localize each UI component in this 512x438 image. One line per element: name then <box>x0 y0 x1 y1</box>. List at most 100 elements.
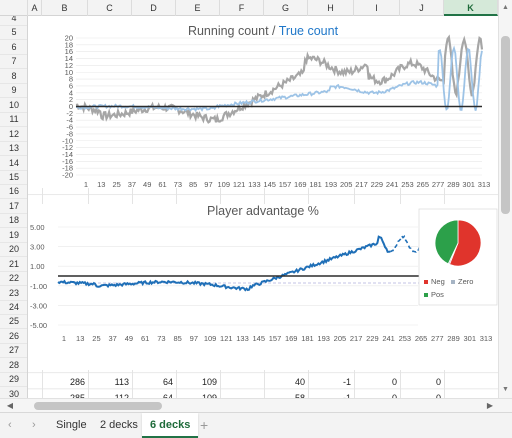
legend-label-pos: Pos <box>431 290 444 299</box>
scroll-left-icon[interactable]: ◀ <box>6 401 14 410</box>
cell-d29[interactable]: 64 <box>162 393 173 398</box>
vertical-scroll-thumb[interactable] <box>501 36 510 214</box>
next-sheet-icon[interactable]: › <box>32 419 36 431</box>
chart2-x-tick-label: 1 <box>62 334 66 343</box>
tab-2-decks[interactable]: 2 decks <box>100 419 138 431</box>
chart1-x-tick-label: 217 <box>355 180 368 188</box>
chart2-x-tick-label: 205 <box>334 334 347 343</box>
row-header-12[interactable]: 12 <box>0 126 27 142</box>
row-header-23[interactable]: 23 <box>0 285 27 301</box>
cell-h28[interactable]: -1 <box>342 377 351 387</box>
worksheet-grid[interactable]: Running count / True count 20 18 16 14 12 10 8… <box>28 16 498 398</box>
row-header-4[interactable]: 4 <box>0 16 27 26</box>
row-header-21[interactable]: 21 <box>0 256 27 272</box>
chart2-x-tick-label: 25 <box>92 334 100 343</box>
scroll-right-icon[interactable]: ▶ <box>486 401 494 410</box>
chart1-y-tick-label: 18 <box>65 40 73 49</box>
cell-g28[interactable]: 40 <box>294 377 305 387</box>
running-count-chart[interactable]: Running count / True count 20 18 16 14 12 10 8… <box>28 16 498 189</box>
row-header-9[interactable]: 9 <box>0 82 27 99</box>
chart2-x-tick-label: 85 <box>173 334 181 343</box>
chart1-y-tick-label: 4 <box>69 88 73 97</box>
cell-e29[interactable]: 109 <box>201 393 217 398</box>
column-header-a[interactable]: A <box>28 0 42 16</box>
prev-sheet-icon[interactable]: ‹ <box>8 419 12 431</box>
chart1-x-tick-label: 133 <box>248 180 261 188</box>
row-header-6[interactable]: 6 <box>0 39 27 55</box>
tab-single[interactable]: Single <box>56 419 87 431</box>
scroll-up-icon[interactable]: ▲ <box>502 4 509 11</box>
chart1-x-tick-label: 205 <box>340 180 353 188</box>
chart1-x-tick-label: 301 <box>462 180 475 188</box>
chart1-y-tick-label: 12 <box>65 61 73 70</box>
cell-c28[interactable]: 113 <box>114 377 129 387</box>
row-header-14[interactable]: 14 <box>0 155 27 171</box>
cell-h29[interactable]: -1 <box>342 393 351 398</box>
column-header-k[interactable]: K <box>444 0 498 16</box>
column-header-i[interactable]: I <box>354 0 400 16</box>
row-header-20[interactable]: 20 <box>0 241 27 258</box>
cell-i29[interactable]: 0 <box>391 393 397 398</box>
vertical-scrollbar[interactable]: ▲ ▼ <box>498 0 512 398</box>
column-header-d[interactable]: D <box>132 0 176 16</box>
row-header-19[interactable]: 19 <box>0 227 27 243</box>
row-header-18[interactable]: 18 <box>0 212 27 229</box>
row-header-16[interactable]: 16 <box>0 183 27 200</box>
true-count-series <box>75 45 483 113</box>
tab-6-decks[interactable]: 6 decks <box>142 413 199 438</box>
row-header-11[interactable]: 11 <box>0 111 27 128</box>
column-header-f[interactable]: F <box>220 0 264 16</box>
row-header-15[interactable]: 15 <box>0 169 27 185</box>
chart2-x-tick-label: 277 <box>431 334 444 343</box>
cell-g29[interactable]: 58 <box>294 393 305 398</box>
row-header-7[interactable]: 7 <box>0 53 27 70</box>
chart1-x-tick-label: 73 <box>174 180 182 188</box>
chart1-y-tick-label: -16 <box>62 157 73 166</box>
cell-j28[interactable]: 0 <box>435 377 441 387</box>
row-header-30[interactable]: 30 <box>0 386 27 398</box>
sheet-tab-bar: ‹ › Single 2 decks 6 decks + <box>0 412 512 438</box>
column-header-g[interactable]: G <box>264 0 308 16</box>
row-header-8[interactable]: 8 <box>0 68 27 84</box>
row-header-27[interactable]: 27 <box>0 342 27 359</box>
chart1-x-tick-label: 121 <box>233 180 246 188</box>
horizontal-scrollbar[interactable]: ◀ ▶ <box>0 398 512 412</box>
cell-c29[interactable]: 112 <box>114 393 129 398</box>
row-header-5[interactable]: 5 <box>0 24 27 41</box>
row-header-13[interactable]: 13 <box>0 140 27 157</box>
chart2-y-tick-label: -5.00 <box>30 321 47 330</box>
chart2-x-tick-label: 121 <box>220 334 233 343</box>
row-header-17[interactable]: 17 <box>0 198 27 214</box>
row-header-26[interactable]: 26 <box>0 328 27 344</box>
cell-d28[interactable]: 64 <box>162 377 173 387</box>
cell-b28[interactable]: 286 <box>69 377 85 387</box>
column-header-e[interactable]: E <box>176 0 220 16</box>
row-header-24[interactable]: 24 <box>0 299 27 315</box>
horizontal-scroll-thumb[interactable] <box>34 402 162 410</box>
row-header-29[interactable]: 29 <box>0 371 27 388</box>
column-header-c[interactable]: C <box>88 0 132 16</box>
cell-j29[interactable]: 0 <box>435 393 441 398</box>
scroll-down-icon[interactable]: ▼ <box>502 386 509 393</box>
legend-swatch-zero <box>451 280 455 284</box>
chart1-x-tick-label: 61 <box>158 180 166 188</box>
chart1-x-tick-label: 265 <box>417 180 430 188</box>
chart1-x-tick-label: 13 <box>97 180 105 188</box>
player-advantage-chart[interactable]: Player advantage % 5.00 3.00 1.00 -1.00 -3.0… <box>28 204 498 370</box>
chart1-y-tick-label: -18 <box>62 164 73 173</box>
chart2-y-tick-label: 5.00 <box>30 223 45 232</box>
select-all-corner[interactable] <box>0 0 28 16</box>
add-sheet-icon[interactable]: + <box>200 417 209 433</box>
pie-chart: Neg Zero Pos <box>418 208 498 306</box>
row-header-22[interactable]: 22 <box>0 270 27 287</box>
row-header-28[interactable]: 28 <box>0 357 27 373</box>
column-header-b[interactable]: B <box>42 0 88 16</box>
row-header-10[interactable]: 10 <box>0 97 27 113</box>
cell-i28[interactable]: 0 <box>391 377 397 387</box>
row-header-25[interactable]: 25 <box>0 313 27 330</box>
column-header-j[interactable]: J <box>400 0 444 16</box>
cell-b29[interactable]: 285 <box>69 393 85 398</box>
cell-e28[interactable]: 109 <box>201 377 217 387</box>
chart1-y-tick-label: -14 <box>62 150 73 159</box>
column-header-h[interactable]: H <box>308 0 354 16</box>
